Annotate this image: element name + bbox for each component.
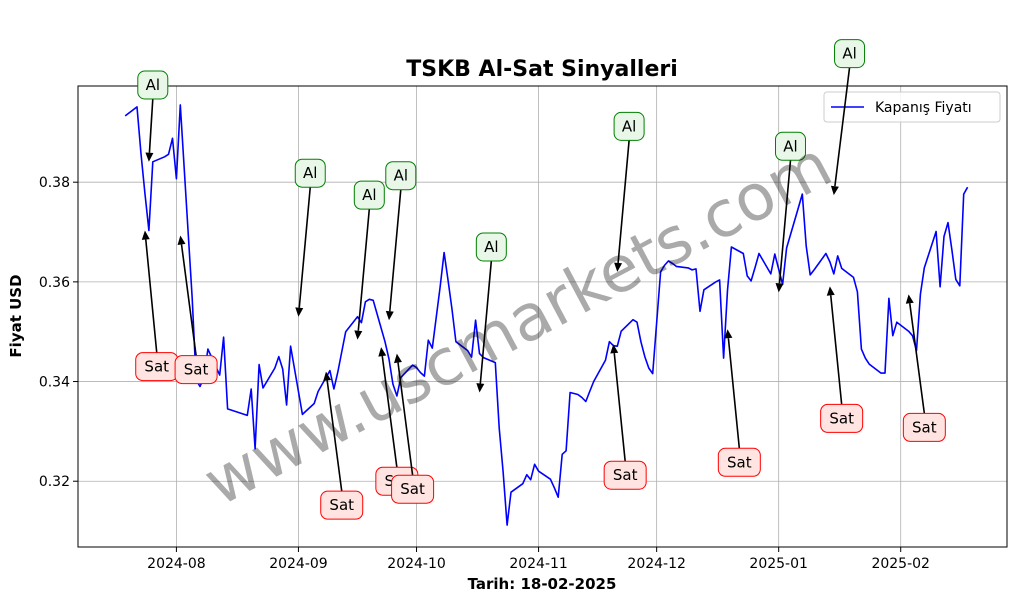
signal-arrow (617, 140, 630, 264)
chart-title: TSKB Al-Sat Sinyalleri (406, 57, 678, 82)
al-signal-label: Al (622, 117, 636, 135)
x-tick-label: 2024-12 (627, 556, 686, 572)
signal-arrowhead (476, 383, 485, 393)
grid-lines (78, 86, 1007, 547)
signal-arrowhead (354, 330, 363, 340)
sat-signal-box (174, 355, 218, 385)
x-tick-label: 2024-11 (509, 556, 568, 572)
plot-frame (77, 85, 1008, 548)
signal-arrowhead (826, 286, 835, 296)
signal-arrow (144, 239, 158, 353)
al-signal-label: Al (362, 186, 376, 204)
signal-arrowhead (323, 371, 332, 382)
sat-signal-label: Sat (400, 480, 425, 498)
signal-arrow (727, 338, 741, 449)
signal-arrow (180, 244, 197, 356)
signal-arrow (388, 189, 402, 312)
sat-signal-label: Sat (184, 361, 209, 379)
signal-arrowhead (145, 152, 154, 162)
signal-arrow (908, 303, 926, 414)
y-tick-label: 0.36 (39, 275, 70, 291)
signal-arrowhead (775, 283, 784, 293)
y-tick-label: 0.38 (39, 175, 70, 191)
signal-arrowhead (177, 235, 186, 245)
signal-arrowhead (295, 307, 304, 317)
signal-annotations: Al Sat Sat Al Sat Al Sat Al Sat Al Sat Al Sat Al Sat Al… (135, 39, 946, 520)
x-tick-label: 2025-02 (871, 556, 930, 572)
al-signal-box (294, 158, 326, 188)
sat-signal-box (902, 412, 946, 442)
x-tick-label: 2024-10 (387, 556, 446, 572)
x-tick-label: 2024-09 (269, 556, 328, 572)
sat-signal-label: Sat (912, 418, 937, 436)
signal-arrow (298, 187, 312, 308)
legend-box (823, 91, 1001, 123)
sat-signal-box (820, 403, 864, 433)
al-signal-label: Al (484, 238, 498, 256)
x-axis-label: Tarih: 18-02-2025 (468, 575, 617, 593)
signal-arrowhead (378, 347, 387, 357)
signal-arrowhead (905, 294, 914, 304)
sat-signal-label: Sat (613, 466, 638, 484)
sat-signal-box (391, 474, 435, 504)
legend-label: Kapanış Fiyatı (875, 100, 972, 116)
sat-signal-box (603, 460, 647, 490)
al-signal-label: Al (303, 164, 317, 182)
al-signal-box (385, 161, 417, 191)
al-signal-box (774, 131, 806, 161)
signal-arrow (778, 160, 792, 284)
series-line (124, 104, 969, 526)
signal-arrowhead (830, 185, 839, 196)
signal-arrowhead (724, 329, 733, 339)
signal-arrowhead (141, 230, 150, 240)
signal-arrowhead (610, 344, 619, 354)
y-axis-label: Fiyat USD (7, 274, 25, 357)
signal-arrow (834, 67, 851, 187)
x-tick-label: 2024-08 (147, 556, 206, 572)
al-signal-box (613, 111, 645, 141)
y-tick-label: 0.32 (39, 474, 70, 490)
signal-arrow (829, 295, 843, 405)
sat-signal-label: Sat (144, 358, 169, 376)
y-tick-label: 0.34 (39, 375, 70, 391)
signal-arrow (148, 98, 154, 153)
legend: Kapanış Fiyatı (823, 91, 1001, 123)
al-signal-box (137, 70, 169, 100)
sat-signal-box (320, 490, 364, 520)
al-signal-label: Al (394, 167, 408, 185)
series-layer (124, 104, 969, 526)
signal-arrow (479, 260, 493, 384)
x-tick-label: 2025-01 (749, 556, 808, 572)
al-signal-label: Al (783, 137, 797, 155)
signal-arrowhead (614, 262, 623, 272)
al-signal-box (475, 232, 507, 262)
signal-arrow (381, 355, 398, 468)
y-axis-ticks: 0.32 0.34 0.36 0.38 (39, 175, 78, 490)
signal-arrow (326, 380, 343, 492)
signal-arrow (397, 362, 414, 476)
al-signal-box (834, 39, 866, 69)
signal-arrowhead (385, 310, 394, 321)
sat-signal-box (717, 447, 761, 477)
sat-signal-label: Sat (329, 496, 354, 514)
al-signal-label: Al (146, 76, 160, 94)
x-axis-ticks: 2024-08 2024-09 2024-10 2024-11 2024-12 2025-… (147, 547, 930, 572)
al-signal-box (353, 180, 385, 210)
sat-signal-label: Sat (727, 453, 752, 471)
signal-arrow (613, 353, 626, 462)
al-signal-label: Al (842, 45, 856, 63)
signal-arrow (357, 209, 371, 331)
signal-arrowhead (394, 353, 402, 364)
sat-signal-label: Sat (829, 409, 854, 427)
